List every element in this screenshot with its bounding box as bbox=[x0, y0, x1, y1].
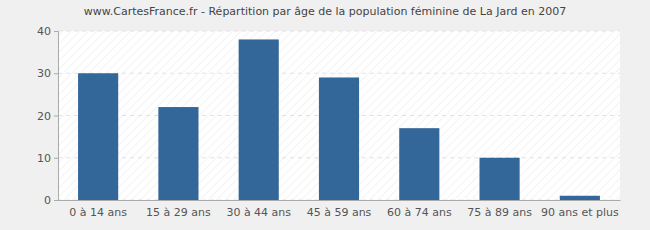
chart: 0 10 20 30 40 0 à 14 ans 15 à 29 ans 30 à 44 an… bbox=[0, 0, 650, 230]
y-tick-label: 20 bbox=[37, 110, 51, 123]
grid bbox=[58, 31, 620, 200]
x-tick: 60 à 74 ans bbox=[387, 206, 452, 219]
y-tick-mark bbox=[54, 200, 58, 201]
y-tick: 40 bbox=[37, 25, 58, 38]
x-tick-label: 30 à 44 ans bbox=[226, 206, 291, 219]
title: www.CartesFrance.fr - Répartition par âg… bbox=[84, 5, 566, 18]
y-tick-mark bbox=[54, 31, 58, 32]
bar bbox=[399, 128, 439, 200]
x-tick: 30 à 44 ans bbox=[226, 206, 291, 219]
y-tick: 0 bbox=[44, 194, 58, 207]
bar bbox=[158, 107, 198, 200]
x-tick-label: 45 à 59 ans bbox=[307, 206, 372, 219]
grid-line bbox=[58, 31, 620, 32]
x-tick-label: 15 à 29 ans bbox=[146, 206, 211, 219]
y-tick-mark bbox=[54, 116, 58, 117]
x-tick: 75 à 89 ans bbox=[467, 206, 532, 219]
bar bbox=[560, 196, 600, 200]
x-axis: 0 à 14 ans 15 à 29 ans 30 à 44 ans 45 à 59 … bbox=[59, 201, 621, 219]
y-tick-mark bbox=[54, 158, 58, 159]
y-axis: 0 10 20 30 40 bbox=[37, 25, 59, 207]
x-tick: 0 à 14 ans bbox=[69, 206, 127, 219]
grid-line bbox=[58, 73, 620, 74]
x-tick: 15 à 29 ans bbox=[146, 206, 211, 219]
x-tick: 45 à 59 ans bbox=[307, 206, 372, 219]
y-tick-label: 10 bbox=[37, 152, 51, 165]
y-tick-mark bbox=[54, 73, 58, 74]
y-tick: 20 bbox=[37, 110, 58, 123]
bar bbox=[480, 158, 520, 200]
bars bbox=[78, 39, 600, 200]
x-axis-line bbox=[59, 200, 621, 201]
y-tick: 30 bbox=[37, 67, 58, 80]
x-tick-label: 75 à 89 ans bbox=[467, 206, 532, 219]
bar bbox=[239, 39, 279, 200]
plot-area bbox=[58, 31, 620, 200]
y-tick-label: 40 bbox=[37, 25, 51, 38]
x-tick-label: 90 ans et plus bbox=[541, 206, 619, 219]
y-axis-line bbox=[54, 32, 59, 201]
x-tick: 90 ans et plus bbox=[541, 206, 619, 219]
background bbox=[0, 0, 650, 230]
y-tick: 10 bbox=[37, 152, 58, 165]
y-tick-label: 30 bbox=[37, 67, 51, 80]
y-tick-label: 0 bbox=[44, 194, 51, 207]
x-tick-label: 0 à 14 ans bbox=[69, 206, 127, 219]
x-tick-label: 60 à 74 ans bbox=[387, 206, 452, 219]
bar bbox=[78, 73, 118, 200]
bar bbox=[319, 77, 359, 200]
